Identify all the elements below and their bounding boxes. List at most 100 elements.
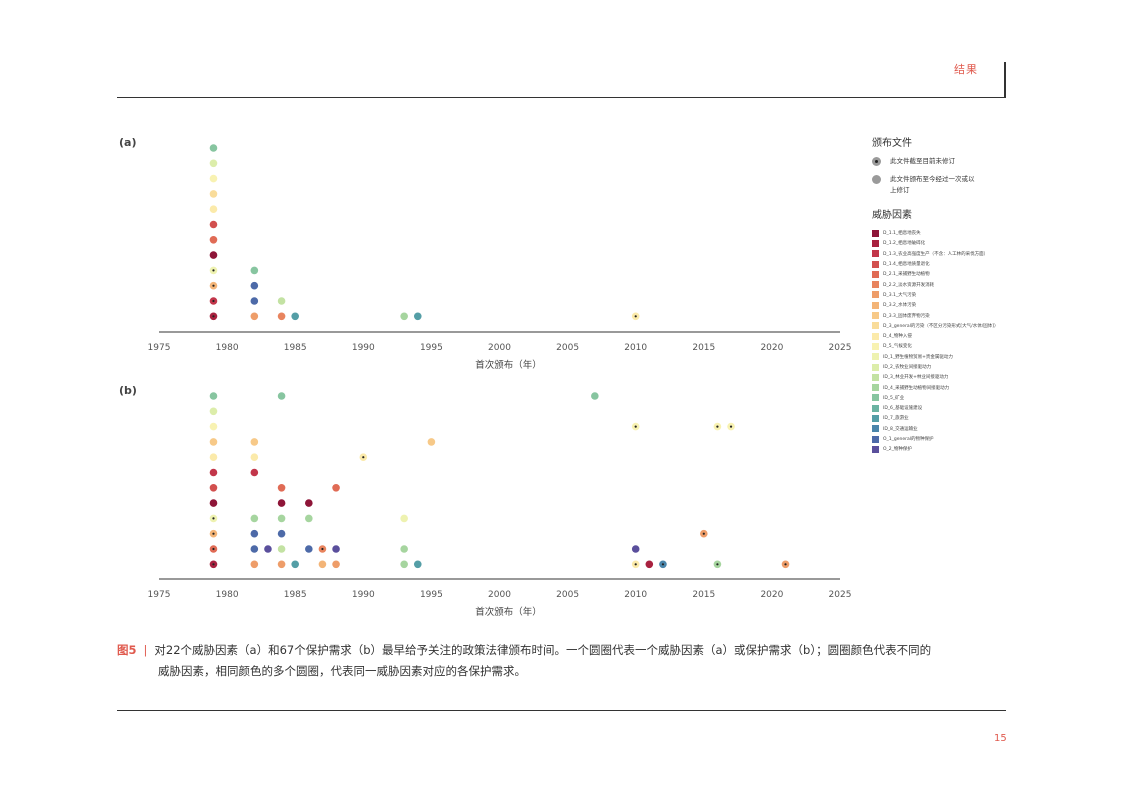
data-point	[277, 484, 286, 492]
threat-swatch-icon	[872, 322, 879, 330]
legend: 颁布文件 此文件截至目前未修订 此文件颁布至今经过一次或以上修订 威胁因素 D_…	[872, 134, 1022, 455]
x-tick-label: 1985	[284, 590, 307, 600]
x-tick-label: 1975	[148, 590, 171, 600]
threat-swatch-icon	[872, 373, 879, 381]
data-point	[277, 560, 286, 569]
threat-label: D_5_气候变化	[883, 344, 912, 350]
x-tick-label: 2015	[692, 343, 715, 353]
threat-legend-item: D_1.4_栖息地质量退化	[872, 259, 1022, 269]
data-point	[209, 484, 218, 492]
legend-revised: 此文件颁布至今经过一次或以上修订	[872, 174, 1022, 196]
data-point-unrevised-marker	[634, 425, 637, 428]
data-point-unrevised-marker	[702, 532, 705, 535]
threat-label: D_3_general的污染（不区分污染形式[大气/水体/固体]）	[883, 323, 999, 329]
threat-swatch-icon	[872, 301, 879, 309]
threat-swatch-icon	[872, 281, 879, 289]
threat-legend-item: ID_8_交通运输业	[872, 424, 1022, 434]
data-point	[250, 312, 259, 321]
threat-label: D_2.2_淡水资源开发消耗	[883, 282, 935, 288]
top-rule	[117, 97, 1006, 98]
threat-label: D_3.3_固体废弃物污染	[883, 313, 930, 319]
threat-legend-item: D_1.1_栖息地丧失	[872, 228, 1022, 238]
threat-label: ID_4_采捕野生动植物间接驱动力	[883, 385, 950, 391]
data-point	[277, 514, 286, 523]
data-point	[277, 529, 286, 538]
legend-unrevised-label: 此文件截至目前未修订	[890, 157, 955, 165]
threat-label: D_1.1_栖息地丧失	[883, 231, 921, 237]
data-point	[631, 545, 640, 553]
data-point	[400, 312, 408, 321]
section-title: 结果	[954, 63, 978, 76]
data-point	[209, 453, 218, 462]
threat-legend-item: D_1.2_栖息地破碎化	[872, 238, 1022, 248]
figure-caption: 图5 | 对22个威胁因素（a）和67个保护需求（b）最早给予关注的政策法律颁布时间…	[117, 640, 1009, 682]
threat-swatch-icon	[872, 414, 879, 422]
x-tick-label: 1995	[420, 343, 443, 353]
x-axis-title: 首次颁布（年）	[475, 359, 542, 371]
x-tick-label: 2010	[624, 590, 647, 600]
threat-legend-item: ID_5_矿业	[872, 393, 1022, 403]
data-point	[209, 422, 218, 431]
panel-label: (a)	[119, 136, 136, 149]
threat-legend-item: D_3.1_大气污染	[872, 290, 1022, 300]
legend-revised-label: 此文件颁布至今经过一次或以上修订	[890, 175, 975, 194]
x-tick-label: 2020	[760, 343, 783, 353]
data-point	[250, 560, 259, 569]
legend-unrevised: 此文件截至目前未修订	[872, 156, 1022, 167]
data-point	[250, 468, 259, 477]
data-point	[250, 514, 259, 523]
threat-label: D_1.2_栖息地破碎化	[883, 241, 926, 247]
data-point-unrevised-marker	[661, 563, 665, 566]
data-point	[209, 251, 218, 259]
x-tick-label: 2025	[829, 590, 852, 600]
data-point	[209, 236, 218, 244]
data-point-unrevised-marker	[784, 563, 787, 566]
data-point	[332, 545, 340, 553]
data-point	[209, 190, 218, 198]
threat-legend-item: O_2_物种保护	[872, 444, 1022, 454]
threat-legend-title: 威胁因素	[872, 210, 912, 221]
data-point	[332, 484, 340, 492]
x-tick-label: 1980	[216, 590, 239, 600]
bottom-rule	[117, 710, 1006, 711]
threat-legend-item: ID_4_采捕野生动植物间接驱动力	[872, 382, 1022, 392]
data-point	[277, 545, 286, 553]
publication-legend-title: 颁布文件	[872, 138, 912, 149]
data-point	[209, 407, 218, 416]
threat-legend-item: D_3.3_固体废弃物污染	[872, 310, 1022, 320]
threat-label: D_1.3_农业高强度生产（不含：人工林的采伐方面）	[883, 251, 989, 257]
threat-legend-item: D_4_物种入侵	[872, 331, 1022, 341]
data-point	[250, 545, 259, 553]
data-point-unrevised-marker	[212, 284, 215, 287]
data-point	[209, 159, 218, 168]
threat-swatch-icon	[872, 239, 879, 247]
caption-text-1: 对22个威胁因素（a）和67个保护需求（b）最早给予关注的政策法律颁布时间。一个…	[154, 643, 932, 657]
threat-label: D_4_物种入侵	[883, 334, 912, 340]
x-axis-title: 首次颁布（年）	[475, 606, 542, 618]
threat-swatch-icon	[872, 229, 879, 237]
threat-swatch-icon	[872, 435, 879, 443]
data-point-unrevised-marker	[716, 425, 719, 428]
data-point-unrevised-marker	[634, 563, 637, 566]
threat-swatch-icon	[872, 270, 879, 278]
x-tick-label: 2000	[488, 343, 511, 353]
data-point	[591, 392, 599, 400]
data-point	[277, 312, 286, 321]
data-point	[305, 514, 313, 523]
threat-legend-list: D_1.1_栖息地丧失 D_1.2_栖息地破碎化 D_1.3_农业高强度生产（不含：…	[872, 228, 1022, 455]
data-point	[250, 266, 259, 275]
caption-separator: |	[143, 643, 148, 657]
threat-label: O_2_物种保护	[883, 447, 912, 453]
data-point	[400, 560, 408, 569]
data-point	[209, 499, 218, 507]
threat-swatch-icon	[872, 250, 879, 258]
threat-legend-item: D_2.2_淡水资源开发消耗	[872, 279, 1022, 289]
threat-label: ID_8_交通运输业	[883, 426, 918, 432]
data-point-unrevised-marker	[212, 315, 215, 318]
threat-swatch-icon	[872, 332, 879, 340]
data-point	[209, 468, 218, 477]
threat-swatch-icon	[872, 291, 879, 299]
x-tick-label: 2015	[692, 590, 715, 600]
threat-legend-item: D_3_general的污染（不区分污染形式[大气/水体/固体]）	[872, 321, 1022, 331]
